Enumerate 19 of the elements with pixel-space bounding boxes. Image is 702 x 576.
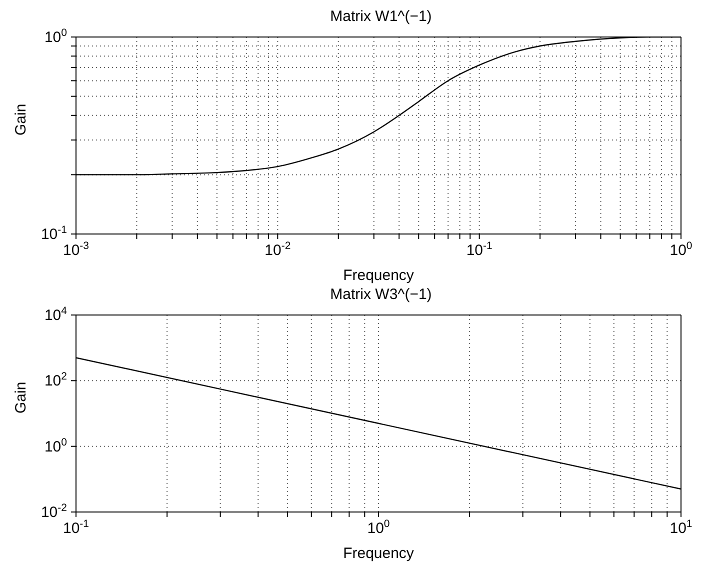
x-tick-label: 10$^{-3}$: [62, 240, 90, 259]
x-tick-label: 10$^{-2}$: [264, 240, 291, 259]
x-axis-title: Frequency: [343, 545, 414, 562]
y-tick-label: 10$^{-2}$: [40, 502, 68, 521]
chart-title: Matrix W3^(−1): [329, 286, 433, 304]
y-axis-title: Gain: [12, 382, 30, 414]
y-tick-label: 10$^{4}$: [44, 305, 68, 324]
y-axis-title: Gain: [12, 104, 30, 136]
x-tick-label: 10$^{0}$: [367, 518, 390, 537]
chart-title: Matrix W1^(−1): [329, 8, 433, 26]
y-tick-label: 10$^{0}$: [44, 436, 68, 456]
y-tick-label: 10$^{-1}$: [40, 224, 68, 243]
x-tick-label: 10$^{1}$: [670, 518, 692, 537]
y-tick-label: 10$^{2}$: [44, 370, 68, 390]
y-tick-label: 10$^{0}$: [44, 27, 68, 46]
x-tick-label: 10$^{-1}$: [62, 518, 90, 537]
x-tick-label: 10$^{0}$: [670, 240, 692, 259]
x-axis-title: Frequency: [343, 267, 414, 284]
x-tick-label: 10$^{-1}$: [466, 240, 492, 259]
